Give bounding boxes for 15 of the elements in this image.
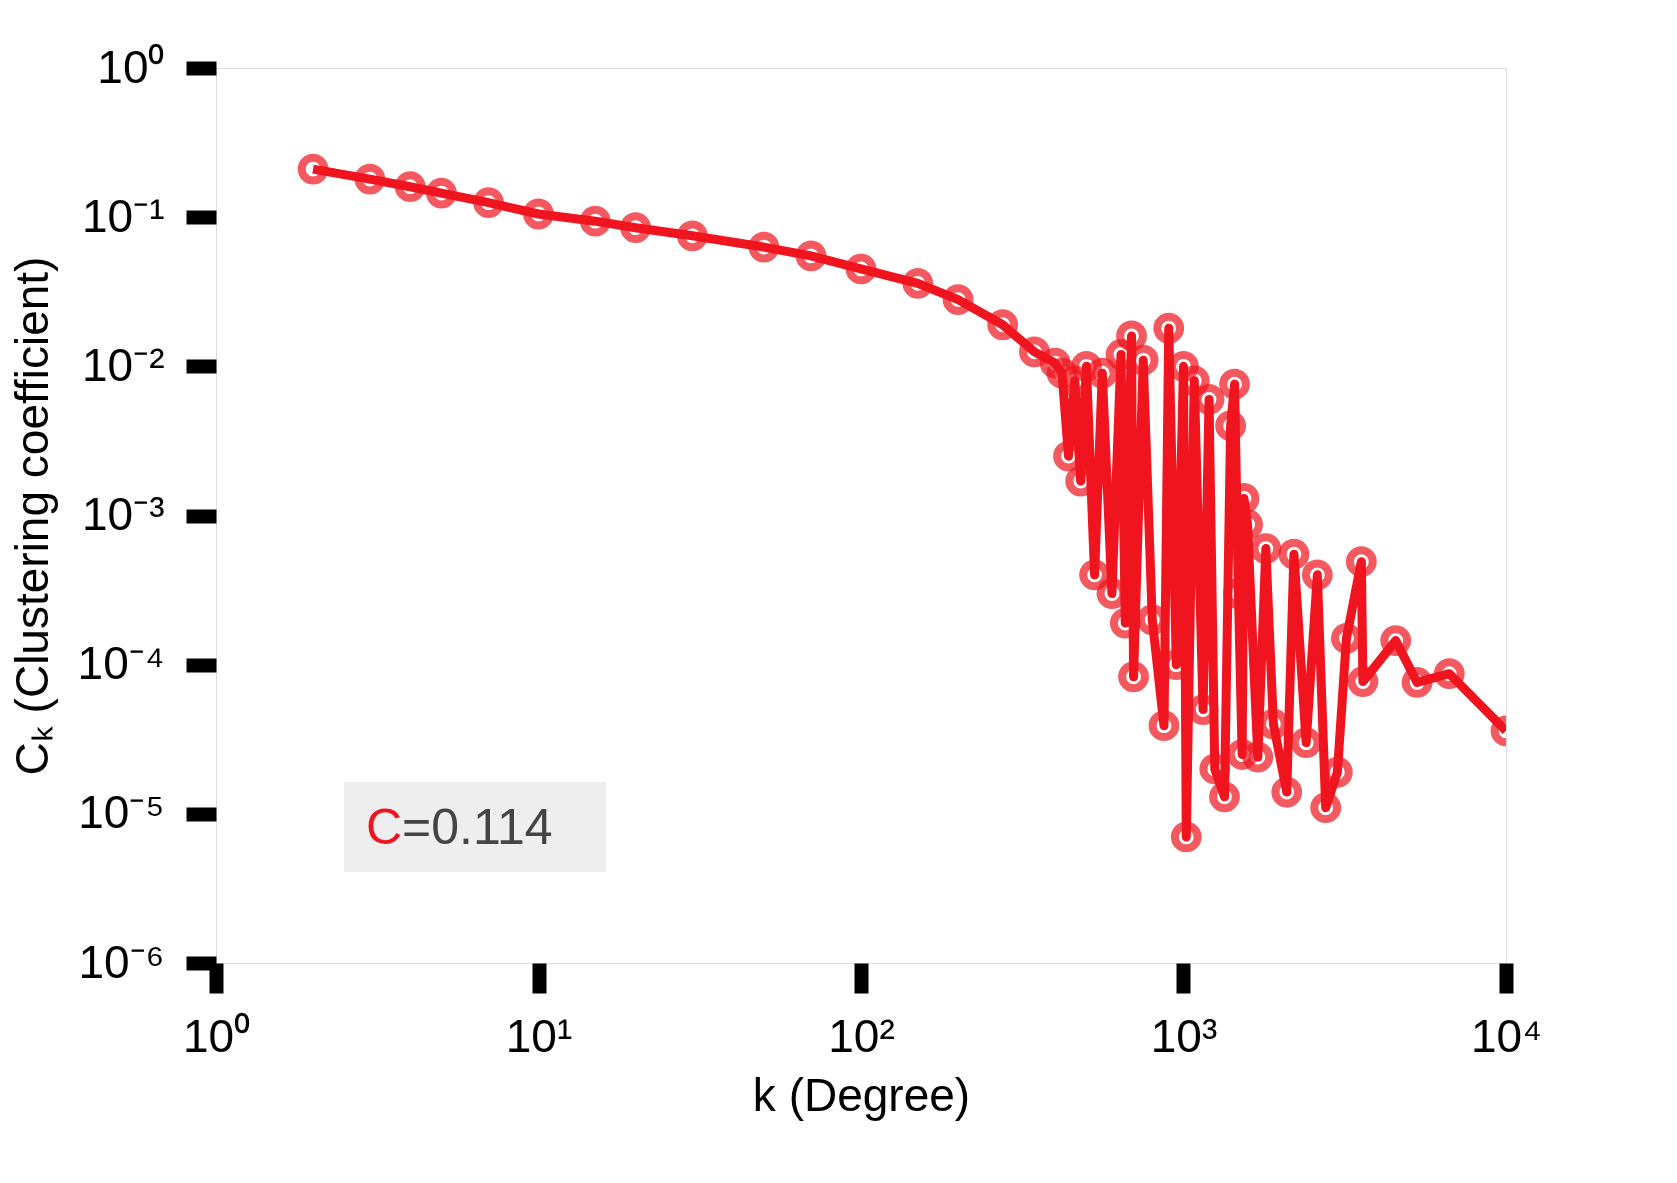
x-tick-label: 10³ <box>1150 1009 1218 1062</box>
y-tick-label: 10⁻³ <box>82 488 165 540</box>
y-tick-label: 10⁻⁵ <box>78 786 165 839</box>
y-tick-label: 10⁻² <box>82 338 165 391</box>
x-tick-label: 10⁰ <box>182 1009 251 1062</box>
annotation: C=0.114 <box>365 799 553 855</box>
y-tick-label: 10⁻⁴ <box>77 637 165 690</box>
x-axis-title: k (Degree) <box>752 1068 971 1121</box>
y-tick-label: 10⁰ <box>97 40 165 93</box>
y-tick-label: 10⁻⁶ <box>78 935 165 988</box>
y-axis-title: Cₖ (Clustering coefficient) <box>5 256 58 776</box>
x-tick-label: 10² <box>828 1009 895 1062</box>
x-tick-label: 10⁴ <box>1471 1009 1542 1062</box>
y-tick-label: 10⁻¹ <box>82 189 165 242</box>
x-tick-label: 10¹ <box>505 1009 573 1062</box>
